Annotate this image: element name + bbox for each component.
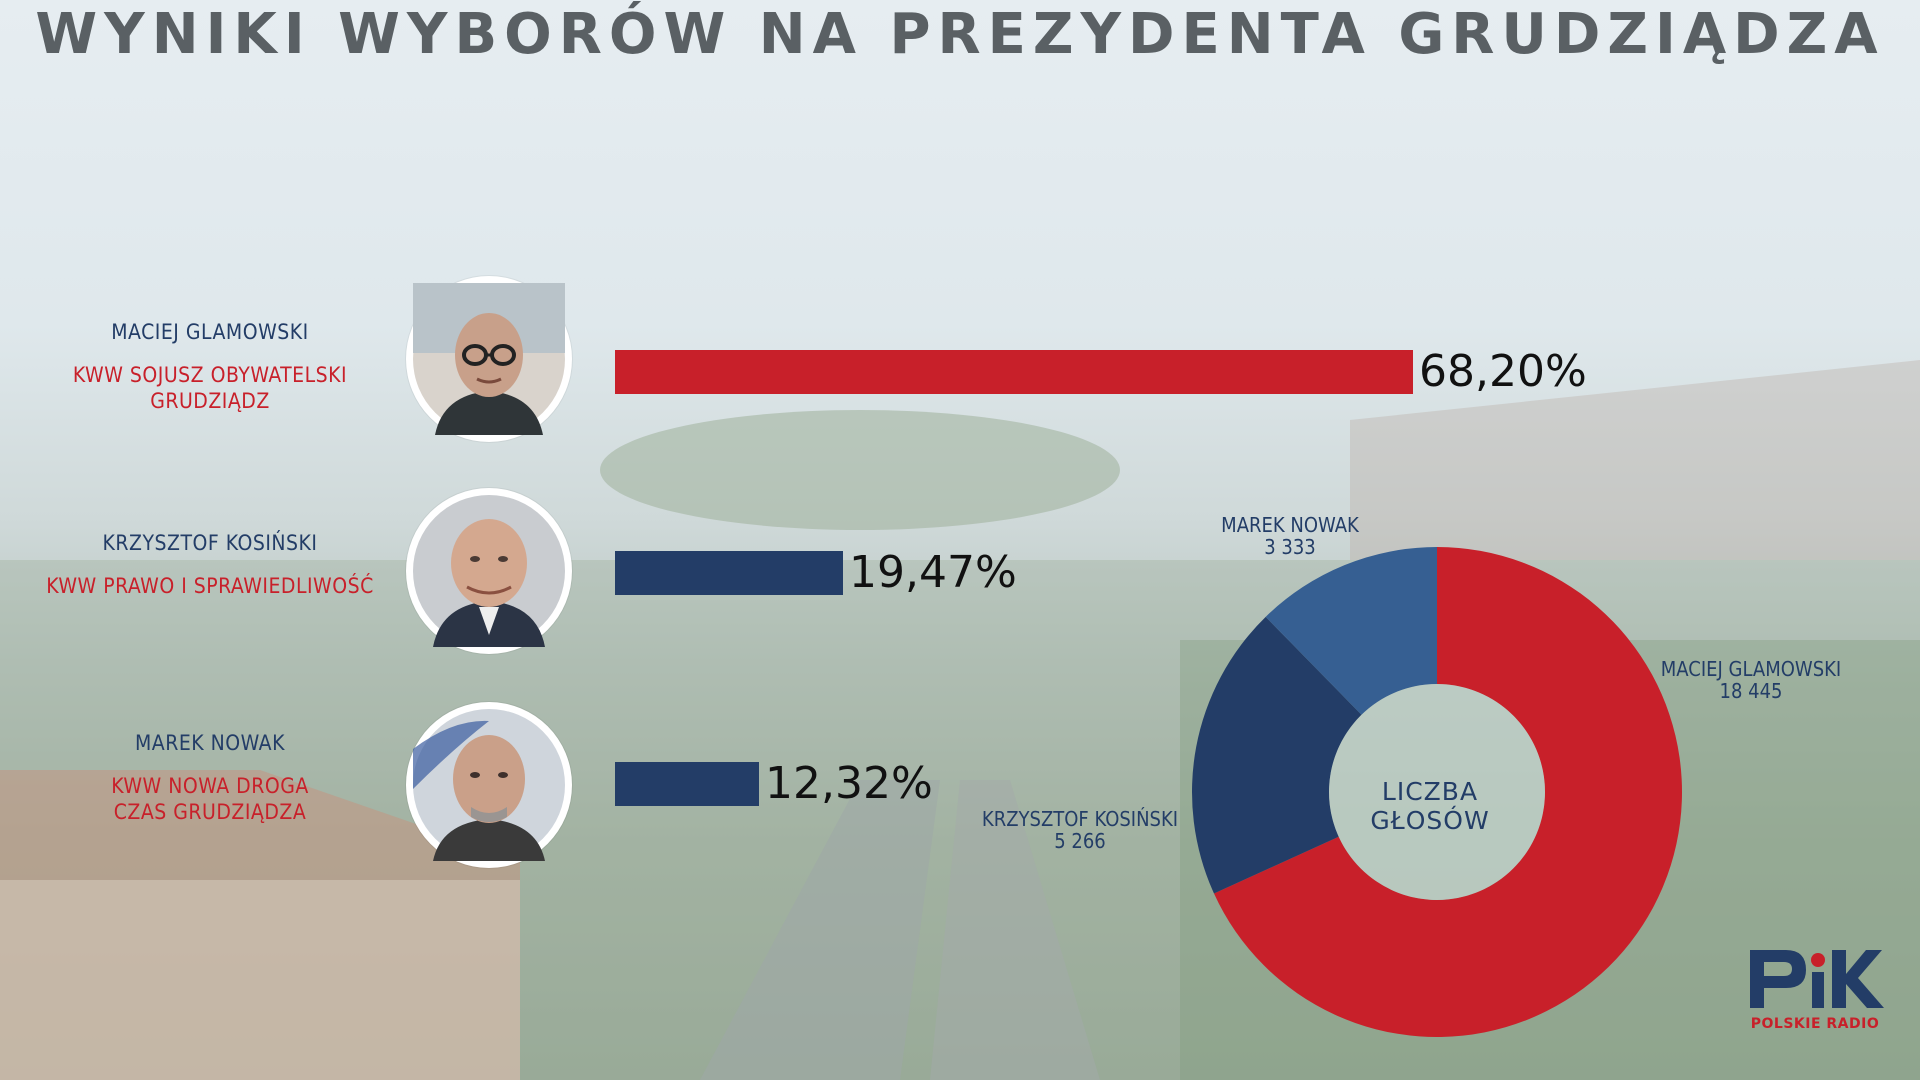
percent-label-candidate-1: 68,20%	[1419, 346, 1587, 397]
candidate-1-photo	[406, 276, 572, 442]
bar-candidate-2	[615, 551, 843, 595]
percent-label-candidate-2: 19,47%	[849, 547, 1017, 598]
donut-label-kosinski: KRZYSZTOF KOSIŃSKI 5 266	[955, 808, 1205, 852]
party-line: KWW PRAWO I SPRAWIEDLIWOŚĆ	[46, 574, 374, 598]
pik-logo-icon	[1750, 950, 1884, 1008]
candidate-name: KRZYSZTOF KOSIŃSKI	[102, 531, 318, 555]
donut-label-name: KRZYSZTOF KOSIŃSKI	[981, 807, 1179, 831]
bar-candidate-1	[615, 350, 1413, 394]
donut-label-glamowski: MACIEJ GLAMOWSKI 18 445	[1626, 658, 1876, 702]
portrait-icon	[413, 283, 565, 435]
page-title: WYNIKI WYBORÓW NA PREZYDENTA GRUDZIĄDZA	[35, 2, 1885, 67]
candidate-party: KWW PRAWO I SPRAWIEDLIWOŚĆ	[0, 573, 420, 599]
donut-label-name: MACIEJ GLAMOWSKI	[1660, 657, 1842, 681]
candidate-name: MACIEJ GLAMOWSKI	[111, 320, 309, 344]
portrait-icon	[413, 709, 565, 861]
candidate-party: KWW SOJUSZ OBYWATELSKI GRUDZIĄDZ	[0, 362, 420, 414]
candidate-2-photo	[406, 488, 572, 654]
candidate-3-photo	[406, 702, 572, 868]
donut-label-votes: 18 445	[1719, 679, 1783, 703]
candidate-3-info: MAREK NOWAK KWW NOWA DROGA CZAS GRUDZIĄD…	[0, 731, 420, 825]
percent-label-candidate-3: 12,32%	[765, 758, 933, 809]
donut-label-votes: 3 333	[1264, 535, 1316, 559]
party-line: GRUDZIĄDZ	[150, 389, 270, 413]
donut-label-nowak: MAREK NOWAK 3 333	[1165, 514, 1415, 558]
donut-center-label: LICZBA GŁOSÓW	[1370, 777, 1490, 835]
candidate-1-info: MACIEJ GLAMOWSKI KWW SOJUSZ OBYWATELSKI …	[0, 320, 420, 414]
logo-text: POLSKIE RADIO	[1750, 1016, 1880, 1032]
party-line: KWW SOJUSZ OBYWATELSKI	[72, 363, 348, 387]
pik-logo: POLSKIE RADIO	[1740, 938, 1890, 1032]
candidate-name: MAREK NOWAK	[134, 731, 285, 755]
candidate-2-info: KRZYSZTOF KOSIŃSKI KWW PRAWO I SPRAWIEDL…	[0, 531, 420, 599]
party-line: CZAS GRUDZIĄDZA	[113, 800, 307, 824]
donut-label-votes: 5 266	[1054, 829, 1106, 853]
party-line: KWW NOWA DROGA	[111, 774, 309, 798]
candidate-party: KWW NOWA DROGA CZAS GRUDZIĄDZA	[0, 773, 420, 825]
donut-label-name: MAREK NOWAK	[1221, 513, 1359, 537]
bar-candidate-3	[615, 762, 759, 806]
portrait-icon	[413, 495, 565, 647]
